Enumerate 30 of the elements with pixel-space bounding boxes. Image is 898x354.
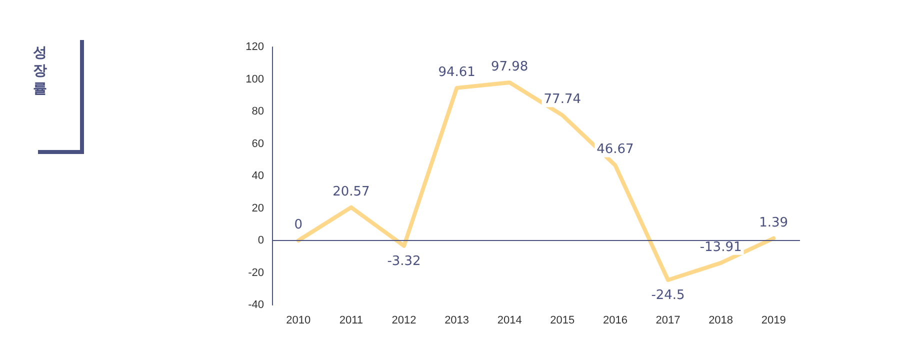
- data-label: 97.98: [490, 60, 528, 75]
- data-label: 77.74: [544, 92, 582, 108]
- y-tick-label: 60: [252, 138, 264, 150]
- x-tick-label: 2012: [392, 314, 416, 326]
- y-tick-label: -20: [248, 266, 264, 279]
- data-label: -24.5: [651, 288, 685, 304]
- data-label: 1.39: [759, 215, 788, 230]
- y-tick-label: 80: [252, 106, 264, 118]
- x-tick-label: 2017: [656, 314, 680, 326]
- y-tick-label: 40: [252, 170, 264, 182]
- x-tick-label: 2019: [761, 314, 786, 326]
- y-tick-label: 120: [246, 41, 264, 53]
- y-tick-label: -40: [248, 299, 264, 311]
- x-tick-label: 2011: [339, 314, 364, 326]
- data-label: 94.61: [438, 64, 476, 80]
- x-tick-label: 2013: [444, 314, 470, 326]
- data-label: 20.57: [332, 184, 370, 200]
- text: 성장률: [32, 44, 48, 98]
- x-tick-label: 2018: [708, 314, 734, 326]
- y-tick-label: 100: [246, 73, 264, 86]
- data-label: -3.32: [387, 254, 421, 269]
- data-label: 46.67: [596, 142, 634, 158]
- y-tick-label: 0: [258, 234, 264, 246]
- x-tick-label: 2014: [497, 314, 522, 326]
- data-label: 0: [294, 218, 303, 232]
- x-tick-label: 2016: [602, 314, 628, 326]
- data-label: -13.91: [700, 240, 742, 255]
- x-tick-label: 2010: [286, 314, 311, 326]
- y-tick-label: 20: [252, 202, 264, 214]
- x-tick-label: 2015: [550, 314, 575, 326]
